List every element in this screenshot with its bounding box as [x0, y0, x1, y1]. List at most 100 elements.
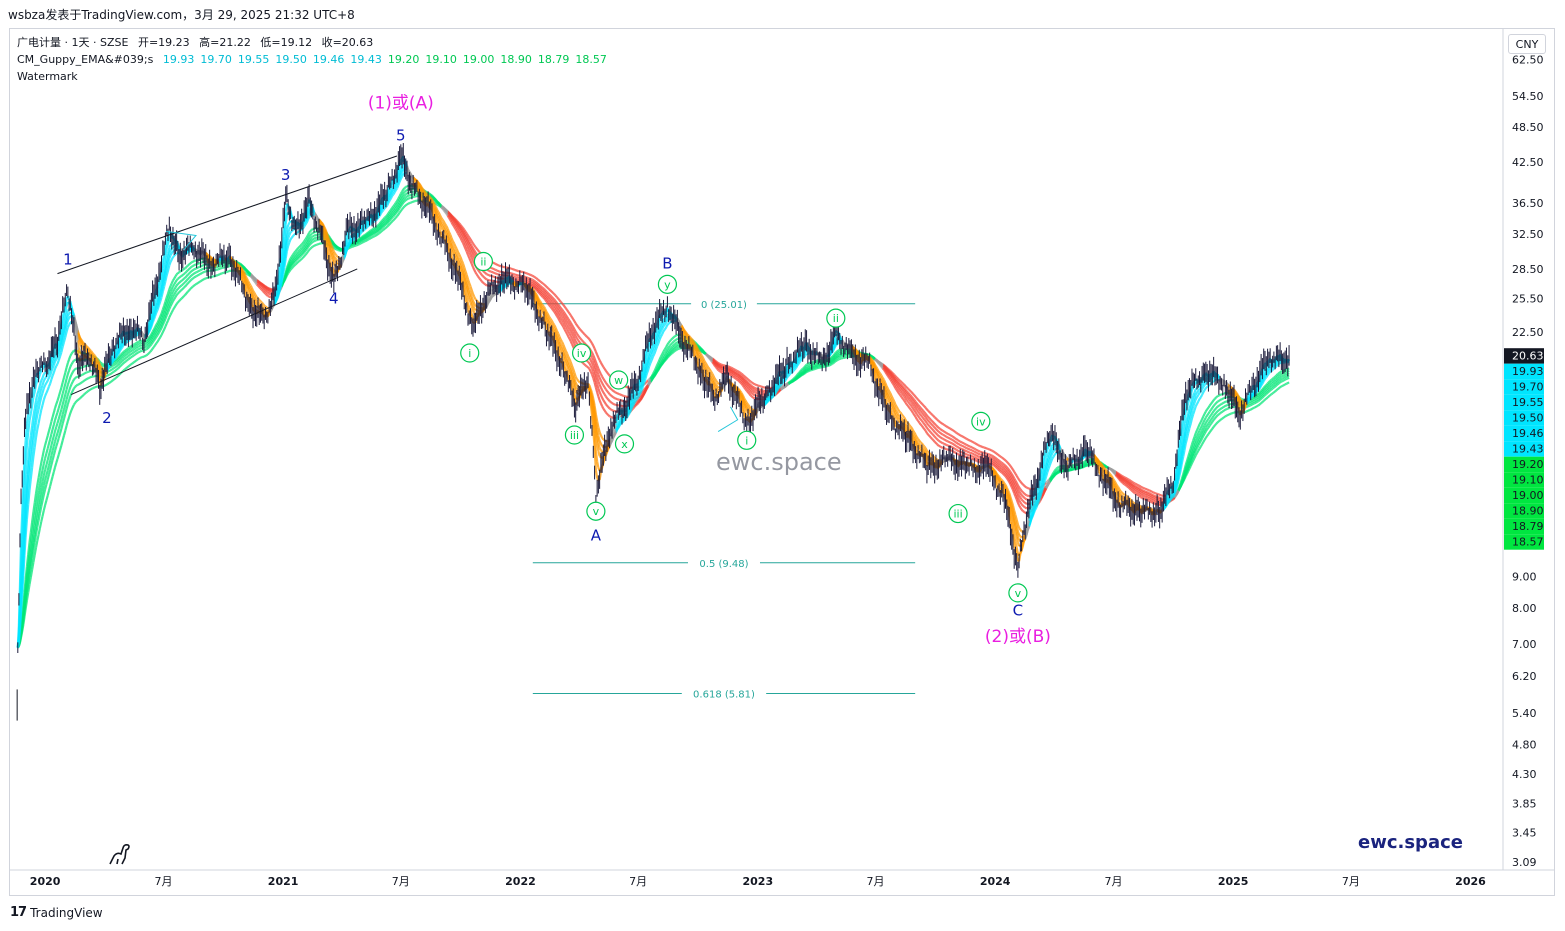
ema-segment — [945, 432, 949, 435]
ema-segment — [597, 380, 601, 386]
ema-segment — [403, 196, 407, 200]
ema-segment — [909, 390, 913, 394]
ema-segment — [659, 360, 664, 364]
ema-segment — [588, 338, 592, 342]
ema-segment — [57, 423, 62, 430]
ema-segment — [553, 301, 557, 305]
ema-segment — [562, 322, 566, 326]
ema-segment — [918, 417, 922, 421]
ema-segment — [1275, 383, 1279, 387]
ema-segment — [1222, 409, 1225, 413]
ema-segment — [178, 280, 182, 284]
ema-segment — [740, 380, 744, 384]
ema-segment — [577, 339, 581, 343]
ema-segment — [317, 242, 320, 246]
ema-segment — [193, 267, 196, 271]
ema-segment — [1003, 471, 1007, 475]
ema-segment — [374, 232, 377, 235]
ema-segment — [297, 249, 300, 253]
ema-segment — [1280, 377, 1284, 381]
ema-segment — [1204, 424, 1209, 429]
fib-retracement[interactable]: 0 (25.01)0.5 (9.48)0.618 (5.81) — [532, 296, 916, 701]
ema-segment — [535, 285, 539, 289]
ema-segment — [599, 386, 604, 391]
ema-segment — [405, 189, 408, 192]
ema-segment — [1262, 389, 1266, 393]
ema-segment — [128, 356, 132, 360]
ema-segment — [601, 389, 605, 393]
ema-segment — [1008, 475, 1012, 479]
ema-segment — [120, 363, 123, 367]
ema-segment — [890, 371, 894, 375]
ema-segment — [136, 348, 140, 351]
ema-segment — [264, 290, 268, 293]
ema-segment — [313, 239, 316, 243]
ema-segment — [1254, 399, 1257, 403]
ema-segment — [470, 257, 474, 262]
ema-segment — [105, 383, 108, 386]
ema-segment — [599, 394, 604, 399]
ema-segment — [136, 357, 140, 361]
ema-segment — [267, 290, 270, 293]
ema-segment — [1146, 491, 1149, 494]
ema-segment — [402, 200, 406, 204]
ema-segment — [512, 268, 516, 271]
ema-segment — [143, 355, 146, 358]
ema-segment — [973, 441, 977, 445]
ema-segment — [397, 205, 401, 209]
ema-segment — [227, 270, 230, 273]
ema-segment — [935, 417, 939, 421]
ema-segment — [1276, 377, 1280, 381]
ema-segment — [1018, 490, 1022, 494]
ema-segment — [78, 397, 81, 401]
ema-segment — [902, 388, 906, 392]
ema-segment — [1259, 395, 1262, 399]
ema-segment — [959, 434, 963, 437]
ema-segment — [66, 390, 71, 396]
ema-segment — [254, 280, 258, 284]
ema-segment — [399, 194, 403, 198]
ema-segment — [179, 274, 183, 278]
ema-segment — [591, 342, 595, 347]
ema-segment — [910, 391, 914, 395]
ema-segment — [1199, 429, 1204, 434]
ema-segment — [1192, 442, 1196, 447]
ema-segment — [1208, 414, 1212, 418]
ema-segment — [121, 359, 125, 362]
ema-segment — [130, 362, 133, 366]
ema-segment — [218, 267, 221, 271]
ema-segment — [1189, 449, 1194, 454]
ema-segment — [294, 259, 298, 263]
ema-segment — [112, 378, 116, 381]
ema-segment — [310, 245, 314, 249]
ema-segment — [69, 383, 73, 388]
ema-segment — [1018, 495, 1022, 499]
ema-segment — [125, 350, 128, 354]
ema-segment — [1259, 393, 1262, 397]
ema-segment — [292, 257, 296, 261]
ema-segment — [1000, 466, 1004, 470]
ema-segment — [146, 339, 150, 343]
ema-segment — [198, 269, 201, 272]
ema-segment — [646, 379, 649, 383]
ema-segment — [131, 351, 135, 355]
ema-segment — [184, 292, 188, 296]
ema-segment — [606, 397, 610, 401]
ema-segment — [118, 355, 122, 359]
ema-segment — [135, 343, 139, 347]
ema-segment — [290, 266, 294, 270]
ema-segment — [1206, 418, 1210, 422]
ema-segment — [139, 349, 142, 353]
ema-segment — [112, 370, 116, 373]
ema-segment — [68, 412, 72, 418]
ema-segment — [69, 363, 73, 368]
ema-segment — [1283, 373, 1286, 377]
ema-segment — [933, 435, 937, 439]
ema-segment — [125, 366, 128, 370]
ema-segment — [567, 318, 571, 322]
ema-segment — [1023, 484, 1026, 488]
ema-segment — [1270, 387, 1274, 391]
ema-segment — [37, 513, 41, 521]
ema-segment — [1005, 460, 1009, 464]
